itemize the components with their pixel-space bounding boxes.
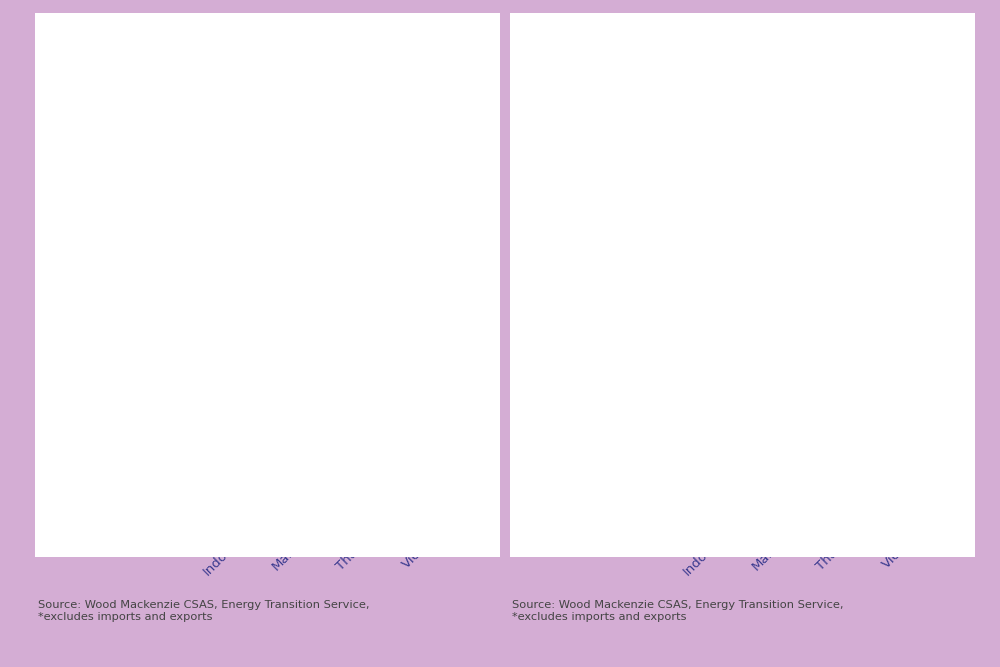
Text: Source: Wood Mackenzie CSAS, Energy Transition Service,
*excludes imports and ex: Source: Wood Mackenzie CSAS, Energy Tran…: [512, 600, 844, 622]
Bar: [651, 162, 664, 168]
Bar: [391, 134, 404, 180]
Bar: [936, 162, 949, 165]
Text: Liquids supply and demand gap*: Liquids supply and demand gap*: [95, 35, 416, 53]
Legend: 2010, 2025, 2040: 2010, 2025, 2040: [222, 113, 392, 126]
Bar: [313, 134, 326, 153]
Bar: [106, 134, 119, 257]
Bar: [121, 134, 134, 428]
Bar: [377, 134, 390, 162]
Bar: [171, 134, 184, 183]
Bar: [601, 162, 614, 320]
Bar: [715, 145, 728, 162]
Y-axis label: billion boe: billion boe: [46, 279, 59, 348]
Bar: [679, 162, 692, 215]
Bar: [299, 134, 312, 137]
Text: Gas supply and demand gap*: Gas supply and demand gap*: [575, 35, 862, 53]
Bar: [135, 134, 148, 453]
Y-axis label: billion boe: billion boe: [526, 279, 539, 348]
Bar: [427, 134, 440, 137]
Bar: [456, 134, 469, 154]
Bar: [327, 134, 340, 195]
Bar: [199, 134, 212, 303]
Bar: [586, 162, 599, 171]
Text: Source: Wood Mackenzie CSAS, Energy Transition Service,
*excludes imports and ex: Source: Wood Mackenzie CSAS, Energy Tran…: [38, 600, 370, 622]
Bar: [729, 153, 742, 162]
Bar: [807, 162, 820, 166]
Bar: [665, 162, 678, 183]
Bar: [907, 162, 920, 165]
Bar: [235, 134, 248, 143]
Bar: [793, 148, 806, 162]
Bar: [843, 162, 856, 168]
Bar: [779, 148, 792, 162]
Bar: [871, 162, 884, 191]
Bar: [743, 162, 756, 210]
Bar: [441, 134, 454, 145]
Bar: [249, 134, 262, 247]
Bar: [185, 134, 198, 247]
Bar: [921, 162, 934, 168]
Legend: 2010, 2025, 2040: 2010, 2025, 2040: [729, 113, 899, 126]
Bar: [363, 134, 376, 147]
Bar: [263, 134, 276, 315]
Bar: [615, 162, 628, 470]
Bar: [857, 162, 870, 170]
